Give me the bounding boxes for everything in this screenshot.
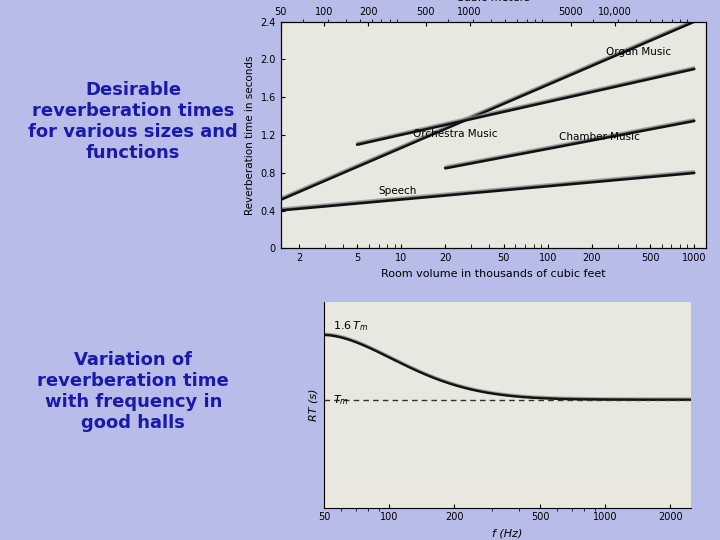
Text: Organ Music: Organ Music (606, 46, 671, 57)
Y-axis label: RT (s): RT (s) (308, 389, 318, 421)
Y-axis label: Reverberation time in seconds: Reverberation time in seconds (245, 55, 255, 215)
Text: Desirable
reverberation times
for various sizes and
functions: Desirable reverberation times for variou… (28, 82, 238, 161)
Text: Speech: Speech (379, 186, 417, 195)
Text: Variation of
reverberation time
with frequency in
good halls: Variation of reverberation time with fre… (37, 352, 229, 431)
X-axis label: Room volume in thousands of cubic feet: Room volume in thousands of cubic feet (381, 269, 606, 279)
Text: Chamber Music: Chamber Music (559, 132, 640, 141)
X-axis label: Cubic meters: Cubic meters (456, 0, 530, 3)
Text: $1.6\,T_m$: $1.6\,T_m$ (333, 319, 368, 333)
Text: Orchestra Music: Orchestra Music (413, 129, 498, 139)
X-axis label: f (Hz): f (Hz) (492, 528, 523, 538)
Text: $T_m$: $T_m$ (333, 393, 348, 407)
